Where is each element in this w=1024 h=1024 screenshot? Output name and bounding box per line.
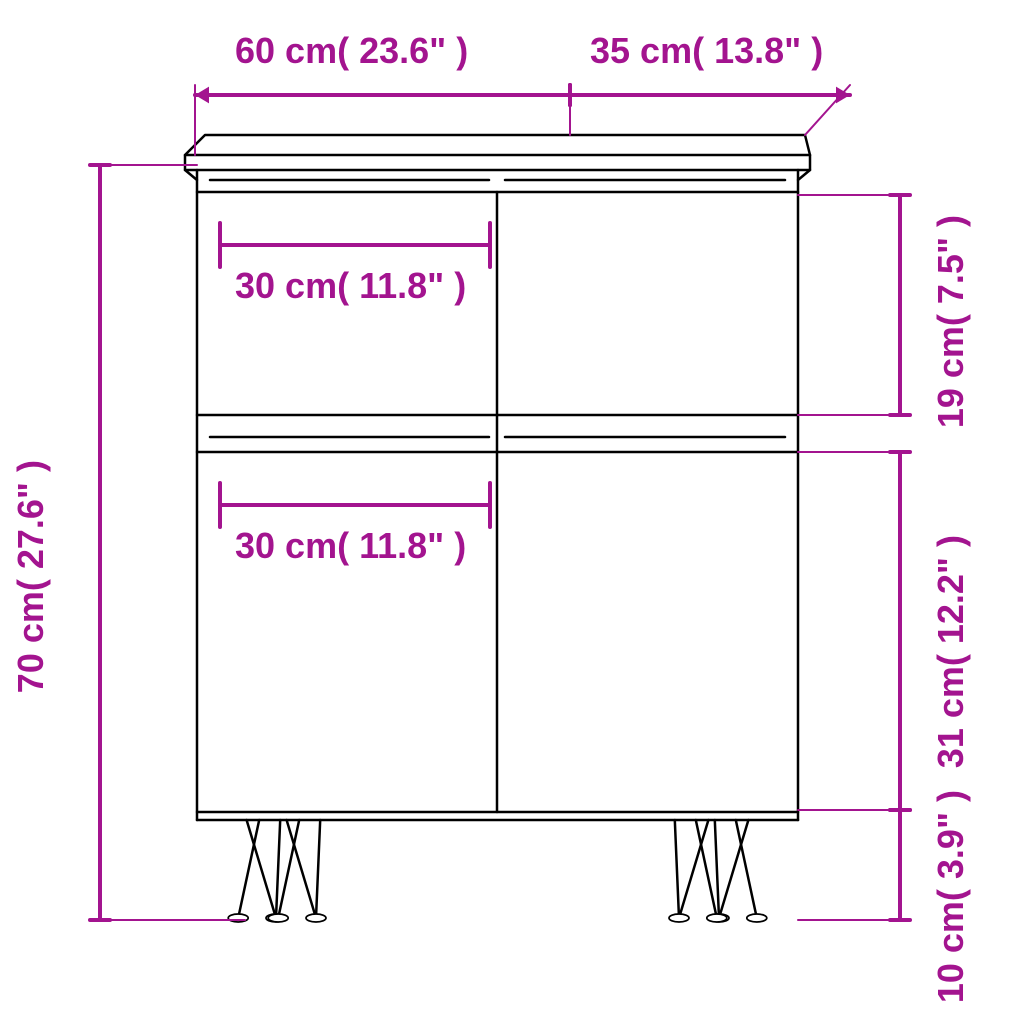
label-width-60: 60 cm( 23.6" ) xyxy=(235,30,468,72)
dimension-diagram xyxy=(0,0,1024,1024)
label-h19: 19 cm( 7.5" ) xyxy=(930,215,972,428)
label-drawer-30: 30 cm( 11.8" ) xyxy=(235,265,466,307)
label-h31: 31 cm( 12.2" ) xyxy=(930,535,972,768)
label-height-70: 70 cm( 27.6" ) xyxy=(10,460,52,693)
label-h10: 10 cm( 3.9" ) xyxy=(930,790,972,1003)
label-depth-35: 35 cm( 13.8" ) xyxy=(590,30,823,72)
label-door-30: 30 cm( 11.8" ) xyxy=(235,525,466,567)
